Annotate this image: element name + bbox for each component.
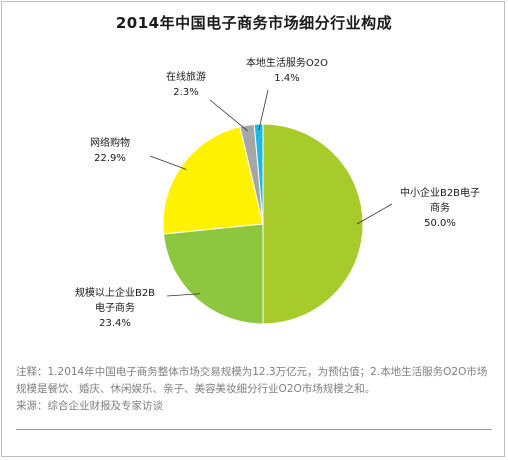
leader-line-4 [258, 89, 269, 131]
source-note: 来源：综合企业财报及专家访谈 [16, 400, 163, 412]
leader-line-3 [209, 99, 249, 132]
note-line-2: 规模是餐饮、婚庆、休闲娱乐、亲子、美容美妆细分行业O2O市场规模之和。 [16, 383, 376, 395]
slice-label-0: 中小企业B2B电子商务 50.0% [400, 186, 480, 229]
slice-label-3: 在线旅游 2.3% [166, 70, 206, 98]
pie-slice-0 [262, 123, 364, 325]
leader-line-1 [166, 293, 200, 297]
chart-title: 2014年中国电子商务市场细分行业构成 [115, 14, 393, 32]
pie-chart: 中小企业B2B电子商务 50.0% 规模以上企业B2B 电子商务 23.4% 网络购物 22… [75, 56, 480, 329]
pie-slice-1 [162, 223, 264, 325]
pie-slice-2 [162, 126, 264, 235]
pie-slice-4 [253, 123, 264, 225]
note-line-1: 注释：1.2014年中国电子商务整体市场交易规模为12.3万亿元，为预估值；2.… [16, 366, 488, 378]
slice-label-1: 规模以上企业B2B 电子商务 23.4% [75, 286, 155, 329]
leader-line-0 [356, 203, 393, 225]
leader-line-2 [149, 155, 187, 170]
footnote: 注释：1.2014年中国电子商务整体市场交易规模为12.3万亿元，为预估值；2.… [16, 364, 500, 415]
slice-label-4: 本地生活服务O2O 1.4% [246, 56, 328, 84]
slice-label-2: 网络购物 22.9% [90, 136, 130, 164]
footer-divider [16, 429, 492, 430]
